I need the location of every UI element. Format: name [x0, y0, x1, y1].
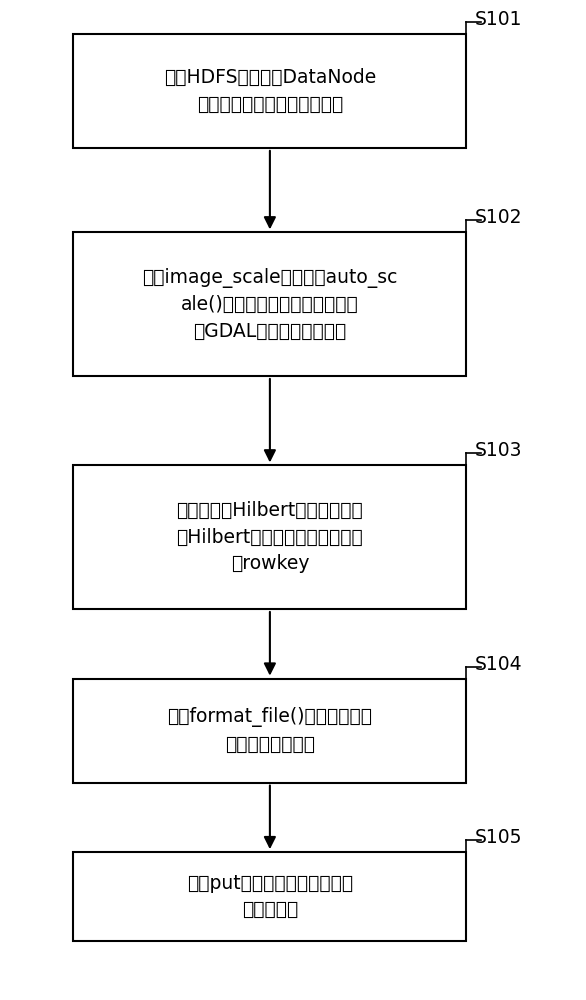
FancyBboxPatch shape [73, 232, 466, 376]
FancyBboxPatch shape [73, 852, 466, 941]
Text: 使用format_file()函数，实现切
片数据的并行入库: 使用format_file()函数，实现切 片数据的并行入库 [168, 707, 372, 754]
Text: 采用改进的Hilbert编码方式，扩
充Hilbert编码为等长编码并定义
为rowkey: 采用改进的Hilbert编码方式，扩 充Hilbert编码为等长编码并定义 为r… [176, 501, 363, 573]
FancyBboxPatch shape [73, 465, 466, 609]
Text: 选择image_scale参数或由auto_sc
ale()函数自动确定切图大小，使
用GDAL库进行分布式切图: 选择image_scale参数或由auto_sc ale()函数自动确定切图大小… [142, 268, 397, 341]
Text: 使用HDFS，在多个DataNode
节点中存储遥感原始影像数据: 使用HDFS，在多个DataNode 节点中存储遥感原始影像数据 [163, 68, 376, 114]
FancyBboxPatch shape [73, 34, 466, 148]
Text: S101: S101 [474, 10, 522, 29]
FancyBboxPatch shape [73, 678, 466, 783]
Text: 使用put命令，实现遥感元数据
的入库操作: 使用put命令，实现遥感元数据 的入库操作 [187, 874, 353, 919]
Text: S105: S105 [474, 828, 522, 847]
Text: S102: S102 [474, 208, 522, 227]
Text: S104: S104 [474, 655, 522, 674]
Text: S103: S103 [474, 441, 522, 460]
